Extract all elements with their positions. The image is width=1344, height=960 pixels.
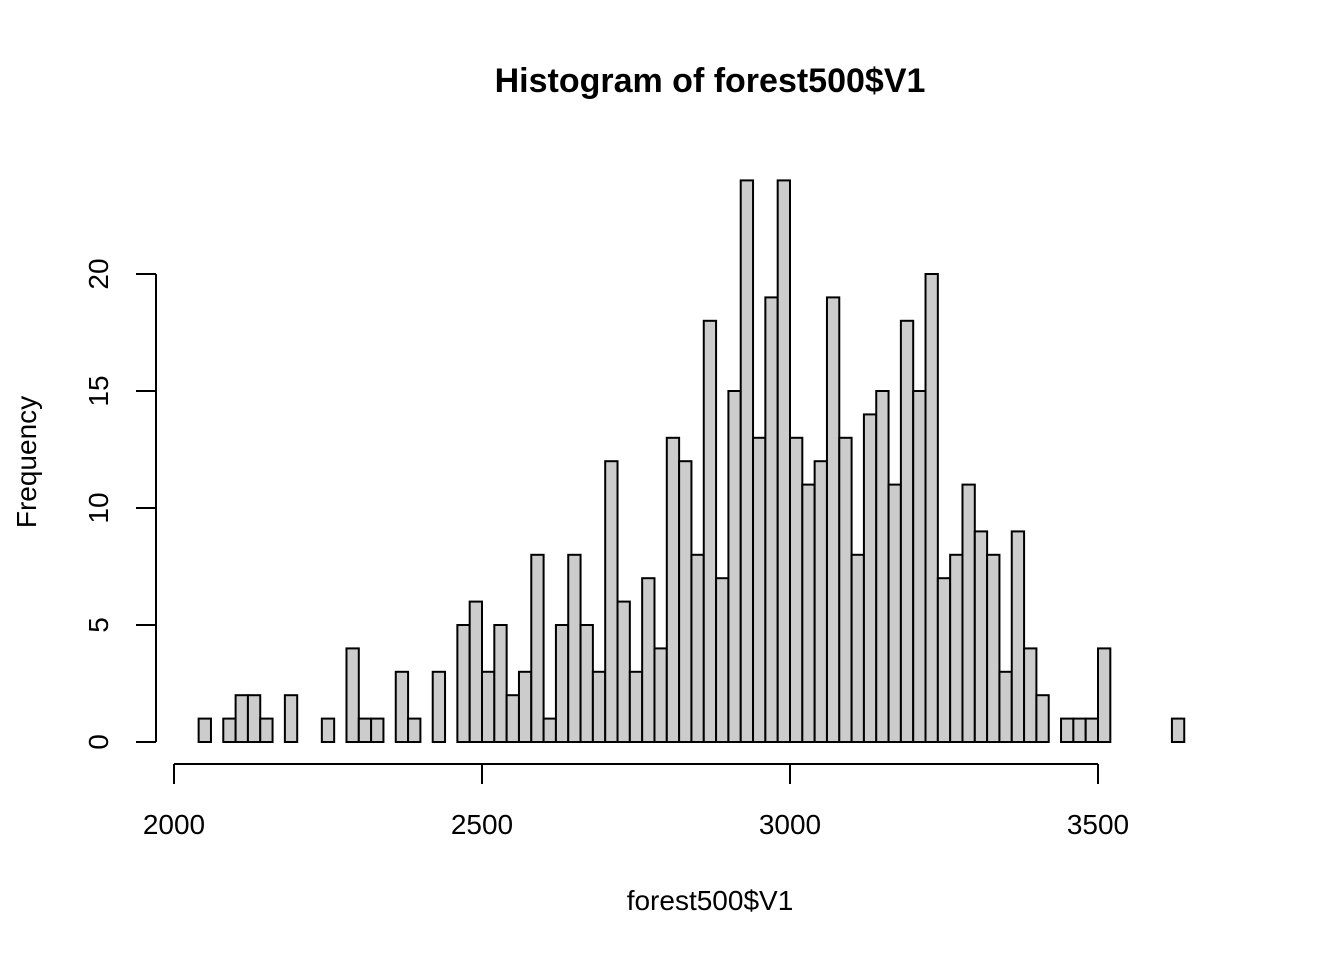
y-axis: 0 5 10 15 20 (83, 258, 157, 750)
histogram-bar (1010, 530, 1026, 744)
histogram-bar (936, 577, 952, 744)
histogram-bar (1170, 717, 1186, 743)
histogram-bar (493, 624, 508, 743)
histogram-bar (542, 717, 557, 743)
histogram-bar (825, 296, 841, 743)
histogram-bar (1023, 647, 1038, 744)
histogram-bar (197, 717, 212, 743)
histogram-bar (530, 553, 545, 743)
y-tick-label: 0 (83, 734, 114, 750)
histogram-bar (949, 553, 964, 743)
histogram-bar (431, 670, 447, 743)
histogram-bar (813, 460, 828, 743)
y-tick-label: 15 (83, 375, 114, 406)
histogram-bar (862, 413, 878, 743)
histogram-bar (702, 319, 718, 743)
histogram-bar (973, 530, 989, 744)
histogram-bar (739, 179, 755, 743)
histogram-bar (801, 483, 816, 743)
x-tick-label: 2500 (451, 809, 513, 840)
histogram-bar (1084, 717, 1100, 743)
histogram-bar (283, 694, 299, 744)
y-axis-label: Frequency (11, 396, 42, 528)
bars-group (197, 179, 1186, 744)
histogram-bar (752, 436, 767, 743)
histogram-bar (234, 694, 249, 744)
histogram-bar (961, 483, 976, 743)
histogram-bar (567, 553, 582, 743)
histogram-bar (1097, 647, 1112, 744)
histogram-bar (1072, 717, 1087, 743)
histogram-bar (986, 553, 1001, 743)
histogram-bar (357, 717, 373, 743)
histogram-bar (887, 483, 902, 743)
histogram-bar (776, 179, 791, 743)
histogram-bar (838, 436, 853, 743)
x-axis: 2000 2500 3000 3500 (143, 763, 1129, 840)
x-tick-label: 3500 (1067, 809, 1129, 840)
histogram-bar (998, 670, 1013, 743)
histogram-bar (653, 647, 668, 744)
histogram-bar (1060, 717, 1075, 743)
histogram-bar (345, 647, 360, 744)
histogram-bar (370, 717, 385, 743)
y-tick-label: 5 (83, 617, 114, 633)
histogram-bar (407, 717, 422, 743)
histogram-bar (456, 624, 471, 743)
histogram-bar (678, 460, 693, 743)
histogram-bar (665, 436, 681, 743)
histogram-bar (690, 553, 705, 743)
histogram-bar (554, 624, 570, 743)
histogram-bar (1035, 694, 1050, 744)
histogram-bar (579, 624, 594, 743)
x-tick-label: 2000 (143, 809, 205, 840)
histogram-bar (789, 436, 804, 743)
histogram-bar (715, 577, 730, 744)
x-tick-label: 3000 (759, 809, 821, 840)
histogram-bar (394, 670, 410, 743)
histogram-bar (222, 717, 237, 743)
histogram-bar (320, 717, 336, 743)
histogram-bar (517, 670, 533, 743)
y-tick-label: 10 (83, 492, 114, 523)
histogram-bar (259, 717, 274, 743)
histogram-bar (912, 390, 927, 743)
histogram-bar (764, 296, 779, 743)
x-axis-label: forest500$V1 (627, 885, 794, 916)
histogram-bar (628, 670, 644, 743)
histogram-bar (468, 600, 483, 743)
chart-title: Histogram of forest500$V1 (495, 62, 926, 100)
histogram-bar (850, 553, 865, 743)
histogram-bar (924, 273, 939, 743)
histogram-bar (591, 670, 607, 743)
histogram-bar (727, 390, 742, 743)
histogram-bar (246, 694, 262, 744)
y-tick-label: 20 (83, 258, 114, 289)
histogram-bar (875, 390, 890, 743)
histogram-bar (616, 600, 631, 743)
histogram-bar (899, 319, 915, 743)
histogram-bar (641, 577, 656, 744)
histogram-bar (604, 460, 619, 743)
histogram-bar (481, 670, 496, 743)
histogram-bar (505, 694, 520, 744)
